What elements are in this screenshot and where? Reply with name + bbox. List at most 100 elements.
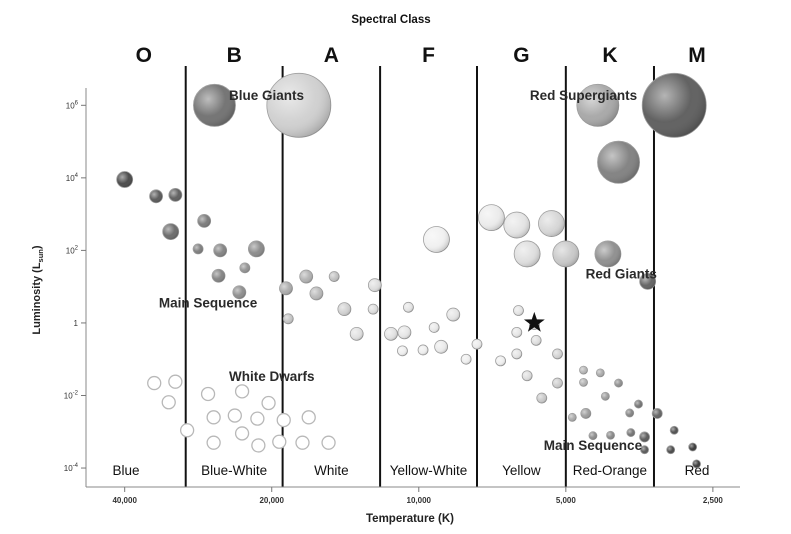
white-dwarf-point xyxy=(161,395,176,410)
chart-title: Spectral Class xyxy=(351,14,430,26)
spectral-class-letter: G xyxy=(513,44,529,67)
giant-star-point-shading xyxy=(639,273,656,290)
white-dwarf-point xyxy=(227,408,242,423)
giant-star-point-shading xyxy=(642,73,707,138)
main-sequence-point-shading xyxy=(368,278,382,292)
main-sequence-point-shading xyxy=(552,378,563,389)
white-dwarf-point xyxy=(321,435,336,450)
main-sequence-point-shading xyxy=(580,408,591,419)
main-sequence-point-shading xyxy=(248,240,265,257)
y-tick-label: 106 xyxy=(66,100,79,110)
x-tick-label: 20,000 xyxy=(259,496,284,505)
y-tick-label: 1 xyxy=(74,319,79,328)
white-dwarf-point xyxy=(179,423,195,438)
main-sequence-point-shading xyxy=(329,271,340,282)
x-axis-label: Temperature (K) xyxy=(366,513,454,525)
white-dwarf-point xyxy=(234,384,250,399)
white-dwarf-point xyxy=(234,426,250,441)
main-sequence-point-shading xyxy=(666,445,675,454)
y-axis-ticks: 106 104 102 1 10-2 10-4 xyxy=(64,100,86,473)
main-sequence-point-shading xyxy=(601,392,610,401)
main-sequence-point-shading xyxy=(536,393,547,404)
x-axis-ticks: 40,000 20,000 10,000 5,000 2,500 xyxy=(112,487,723,505)
white-dwarf-point xyxy=(295,435,310,450)
spectral-color-name: Blue-White xyxy=(201,463,267,478)
region-label: White Dwarfs xyxy=(229,369,315,384)
white-dwarf-point xyxy=(168,374,183,389)
main-sequence-point-shading xyxy=(606,431,615,440)
spectral-class-letter: F xyxy=(422,44,435,67)
region-label: Main Sequence xyxy=(159,295,258,310)
spectral-color-name: Yellow xyxy=(502,463,541,478)
main-sequence-point-shading xyxy=(384,327,398,341)
main-sequence-point-shading xyxy=(397,345,408,356)
x-tick-label: 5,000 xyxy=(556,496,577,505)
giant-star-point-shading xyxy=(503,212,530,239)
main-sequence-point-shading xyxy=(568,413,577,422)
main-sequence-point-shading xyxy=(239,262,250,273)
y-tick-label: 10-4 xyxy=(64,463,79,473)
giant-star-point-shading xyxy=(514,240,541,267)
main-sequence-point-shading xyxy=(193,243,204,254)
main-sequence-point-shading xyxy=(116,171,133,188)
main-sequence-point-shading xyxy=(350,327,364,341)
region-label: Main Sequence xyxy=(544,438,643,453)
main-sequence-point-shading xyxy=(429,322,440,333)
main-sequence-point-shading xyxy=(670,426,679,435)
main-sequence-point-shading xyxy=(337,302,351,316)
region-label: Blue Giants xyxy=(229,88,304,103)
main-sequence-point-shading xyxy=(625,408,634,417)
main-sequence-point-shading xyxy=(552,348,563,359)
main-sequence-point-shading xyxy=(511,327,522,338)
white-dwarf-point xyxy=(276,412,291,428)
main-sequence-point-shading xyxy=(418,344,429,355)
x-tick-label: 40,000 xyxy=(112,496,137,505)
main-sequence-point-shading xyxy=(397,325,411,339)
giant-star-point-shading xyxy=(423,226,450,253)
star-points xyxy=(116,72,707,469)
main-sequence-point-shading xyxy=(446,308,460,322)
main-sequence-point-shading xyxy=(634,400,643,409)
giant-star-point-shading xyxy=(594,240,621,267)
white-dwarf-point xyxy=(251,438,266,453)
spectral-class-letter: A xyxy=(324,44,339,67)
white-dwarf-point xyxy=(200,386,216,402)
main-sequence-point-shading xyxy=(309,286,323,300)
spectral-color-name: White xyxy=(314,463,349,478)
giant-star-point-shading xyxy=(193,84,236,127)
spectral-class-letter: O xyxy=(136,44,152,67)
white-dwarf-point xyxy=(250,411,265,426)
white-dwarf-point xyxy=(147,375,162,391)
main-sequence-point-shading xyxy=(434,340,448,354)
spectral-color-name: Yellow-White xyxy=(390,463,468,478)
main-sequence-point-shading xyxy=(495,355,506,366)
white-dwarf-point xyxy=(261,395,276,411)
main-sequence-point-shading xyxy=(283,313,294,324)
main-sequence-point-shading xyxy=(579,378,588,387)
spectral-class-letter: K xyxy=(602,44,617,67)
spectral-class-letter: B xyxy=(227,44,242,67)
white-dwarf-point xyxy=(206,435,221,450)
main-sequence-point-shading xyxy=(368,304,379,315)
y-axis-label: Luminosity (Lsun) xyxy=(31,245,45,334)
region-label: Red Supergiants xyxy=(530,88,637,103)
spectral-color-name: Red xyxy=(685,463,710,478)
x-tick-label: 10,000 xyxy=(407,496,432,505)
white-dwarf-point xyxy=(301,410,316,425)
giant-star-point-shading xyxy=(552,240,579,267)
main-sequence-point-shading xyxy=(596,368,605,377)
giant-star-point-shading xyxy=(478,204,505,231)
main-sequence-point-shading xyxy=(588,431,597,440)
x-tick-label: 2,500 xyxy=(703,496,724,505)
spectral-color-name: Blue xyxy=(112,463,139,478)
main-sequence-point-shading xyxy=(232,285,246,299)
main-sequence-point-shading xyxy=(652,408,663,419)
y-tick-label: 10-2 xyxy=(64,390,79,400)
spectral-class-color-names: Blue Blue-White White Yellow-White Yellow Red… xyxy=(112,463,709,478)
main-sequence-point-shading xyxy=(513,305,524,316)
main-sequence-point-shading xyxy=(472,339,483,350)
giant-star-point-shading xyxy=(597,141,640,184)
main-sequence-point-shading xyxy=(213,243,227,257)
main-sequence-point-shading xyxy=(692,459,701,468)
